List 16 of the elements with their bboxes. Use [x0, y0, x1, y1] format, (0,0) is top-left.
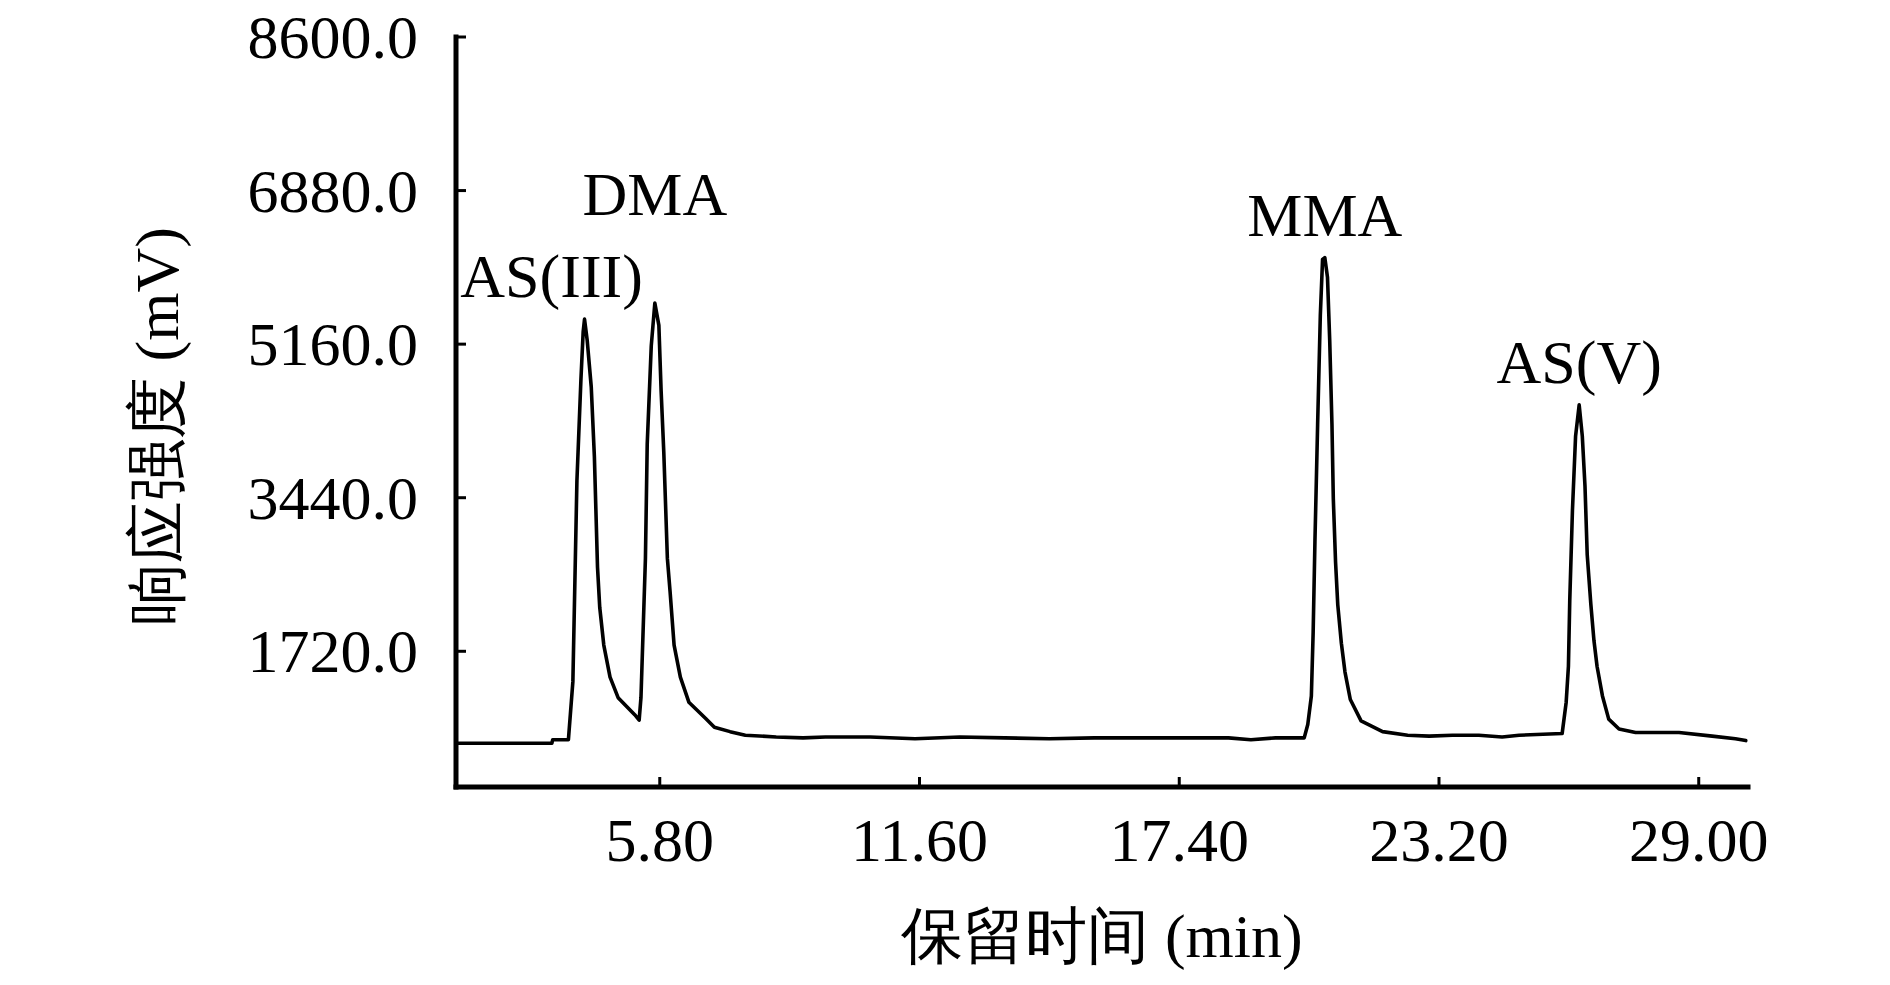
y-tick-label: 6880.0: [247, 156, 418, 225]
annotation: AS(III): [460, 242, 643, 312]
x-tick-label: 11.60: [850, 806, 989, 874]
x-axis-title: 保留时间 (min): [901, 902, 1303, 971]
y-tick-label: 5160.0: [247, 310, 418, 379]
x-tick-label: 5.80: [605, 806, 715, 874]
annotation: AS(V): [1496, 327, 1662, 397]
x-tick-label: 23.20: [1369, 806, 1509, 874]
annotation: DMA: [582, 160, 728, 229]
y-tick-label: 1720.0: [247, 617, 418, 686]
y-tick-label: 8600.0: [247, 3, 418, 71]
x-tick-label: 17.40: [1109, 806, 1249, 874]
x-tick-label: 29.00: [1628, 806, 1769, 874]
y-tick-label: 3440.0: [247, 463, 418, 532]
annotation: MMA: [1247, 180, 1403, 249]
y-axis-title: 响应强度 (mV): [123, 227, 192, 625]
